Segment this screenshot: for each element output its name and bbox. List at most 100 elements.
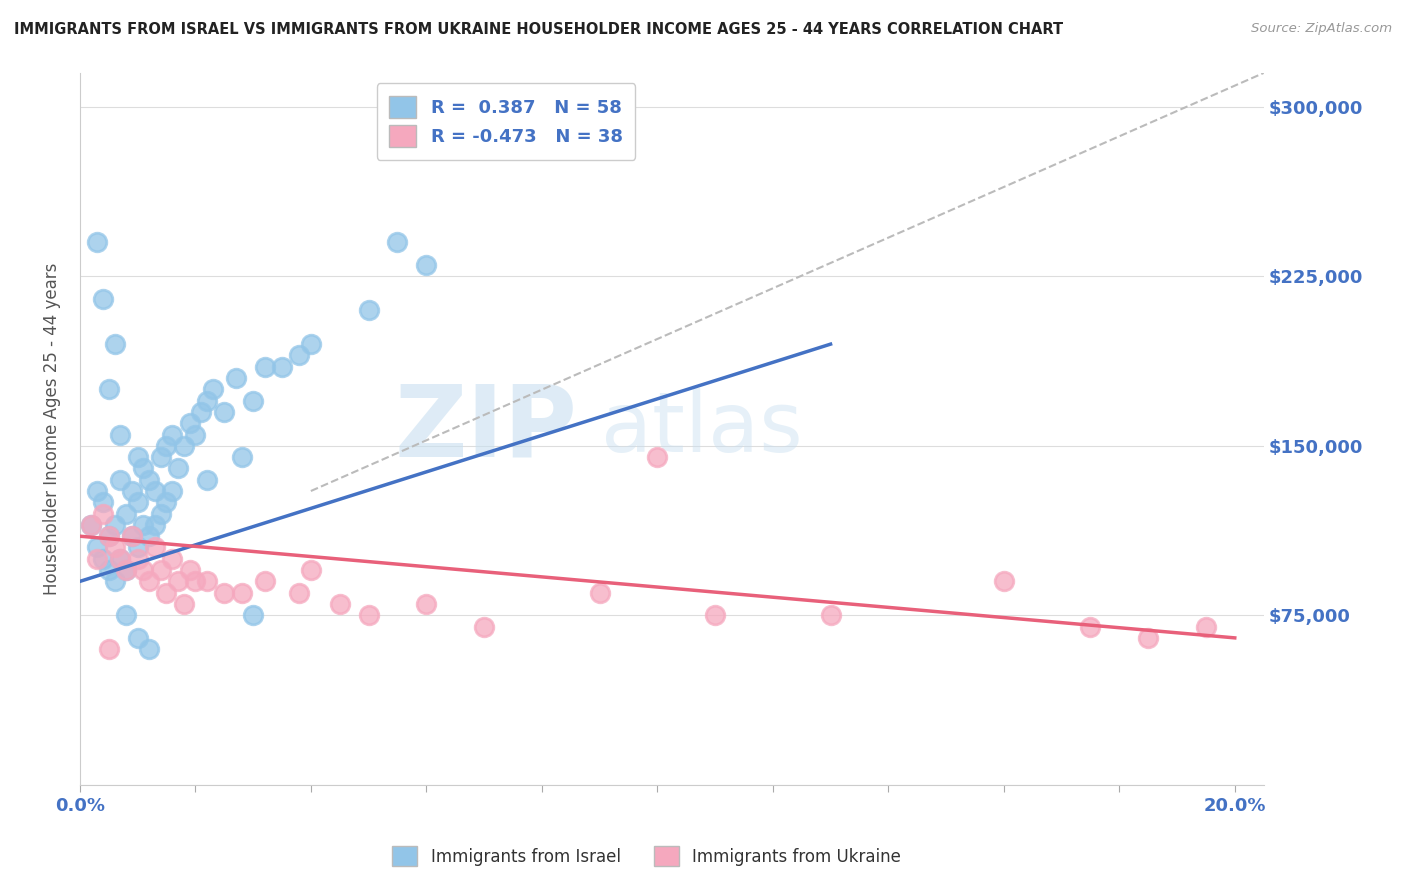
Point [173, 597, 195, 611]
Point [162, 427, 184, 442]
Point [242, 393, 264, 408]
Point [91, 495, 114, 509]
Point [472, 619, 495, 633]
Point [115, 507, 138, 521]
Point [149, 450, 172, 464]
Point [86, 551, 108, 566]
Point [127, 631, 149, 645]
Point [97, 529, 120, 543]
Point [647, 450, 669, 464]
Point [225, 371, 247, 385]
Point [80, 517, 103, 532]
Point [91, 292, 114, 306]
Point [162, 551, 184, 566]
Point [271, 359, 294, 374]
Point [155, 439, 177, 453]
Point [149, 563, 172, 577]
Point [288, 348, 311, 362]
Point [110, 427, 132, 442]
Point [127, 541, 149, 555]
Point [121, 529, 143, 543]
Point [143, 517, 166, 532]
Point [195, 473, 218, 487]
Point [132, 517, 155, 532]
Point [190, 405, 212, 419]
Point [138, 574, 160, 589]
Point [212, 405, 235, 419]
Point [415, 258, 437, 272]
Point [97, 529, 120, 543]
Point [231, 585, 253, 599]
Point [86, 235, 108, 250]
Point [299, 563, 322, 577]
Point [115, 563, 138, 577]
Legend: Immigrants from Israel, Immigrants from Ukraine: Immigrants from Israel, Immigrants from … [385, 839, 908, 873]
Text: IMMIGRANTS FROM ISRAEL VS IMMIGRANTS FROM UKRAINE HOUSEHOLDER INCOME AGES 25 - 4: IMMIGRANTS FROM ISRAEL VS IMMIGRANTS FRO… [14, 22, 1063, 37]
Point [184, 574, 207, 589]
Point [242, 608, 264, 623]
Point [80, 517, 103, 532]
Point [121, 529, 143, 543]
Point [179, 416, 201, 430]
Point [201, 382, 224, 396]
Point [115, 563, 138, 577]
Point [184, 427, 207, 442]
Point [97, 563, 120, 577]
Point [132, 563, 155, 577]
Text: ZIP: ZIP [394, 380, 576, 477]
Legend: R =  0.387   N = 58, R = -0.473   N = 38: R = 0.387 N = 58, R = -0.473 N = 38 [377, 84, 636, 160]
Point [97, 642, 120, 657]
Point [103, 541, 125, 555]
Point [173, 439, 195, 453]
Point [179, 563, 201, 577]
Point [253, 359, 276, 374]
Point [97, 382, 120, 396]
Point [110, 551, 132, 566]
Point [288, 585, 311, 599]
Point [110, 551, 132, 566]
Point [149, 507, 172, 521]
Point [127, 551, 149, 566]
Point [127, 450, 149, 464]
Point [357, 303, 380, 318]
Point [167, 574, 190, 589]
Point [110, 473, 132, 487]
Point [155, 585, 177, 599]
Point [138, 529, 160, 543]
Point [212, 585, 235, 599]
Y-axis label: Householder Income Ages 25 - 44 years: Householder Income Ages 25 - 44 years [44, 262, 60, 595]
Point [91, 507, 114, 521]
Point [357, 608, 380, 623]
Point [588, 585, 610, 599]
Point [1137, 631, 1160, 645]
Point [143, 483, 166, 498]
Point [195, 393, 218, 408]
Point [103, 337, 125, 351]
Point [253, 574, 276, 589]
Point [1080, 619, 1102, 633]
Point [132, 461, 155, 475]
Point [86, 483, 108, 498]
Point [138, 642, 160, 657]
Point [1195, 619, 1218, 633]
Point [138, 473, 160, 487]
Point [143, 541, 166, 555]
Point [121, 483, 143, 498]
Point [103, 574, 125, 589]
Point [329, 597, 352, 611]
Point [115, 608, 138, 623]
Point [299, 337, 322, 351]
Point [91, 551, 114, 566]
Point [387, 235, 409, 250]
Point [231, 450, 253, 464]
Point [103, 517, 125, 532]
Text: atlas: atlas [600, 388, 803, 469]
Point [162, 483, 184, 498]
Point [820, 608, 842, 623]
Text: Source: ZipAtlas.com: Source: ZipAtlas.com [1251, 22, 1392, 36]
Point [167, 461, 190, 475]
Point [127, 495, 149, 509]
Point [993, 574, 1015, 589]
Point [155, 495, 177, 509]
Point [86, 541, 108, 555]
